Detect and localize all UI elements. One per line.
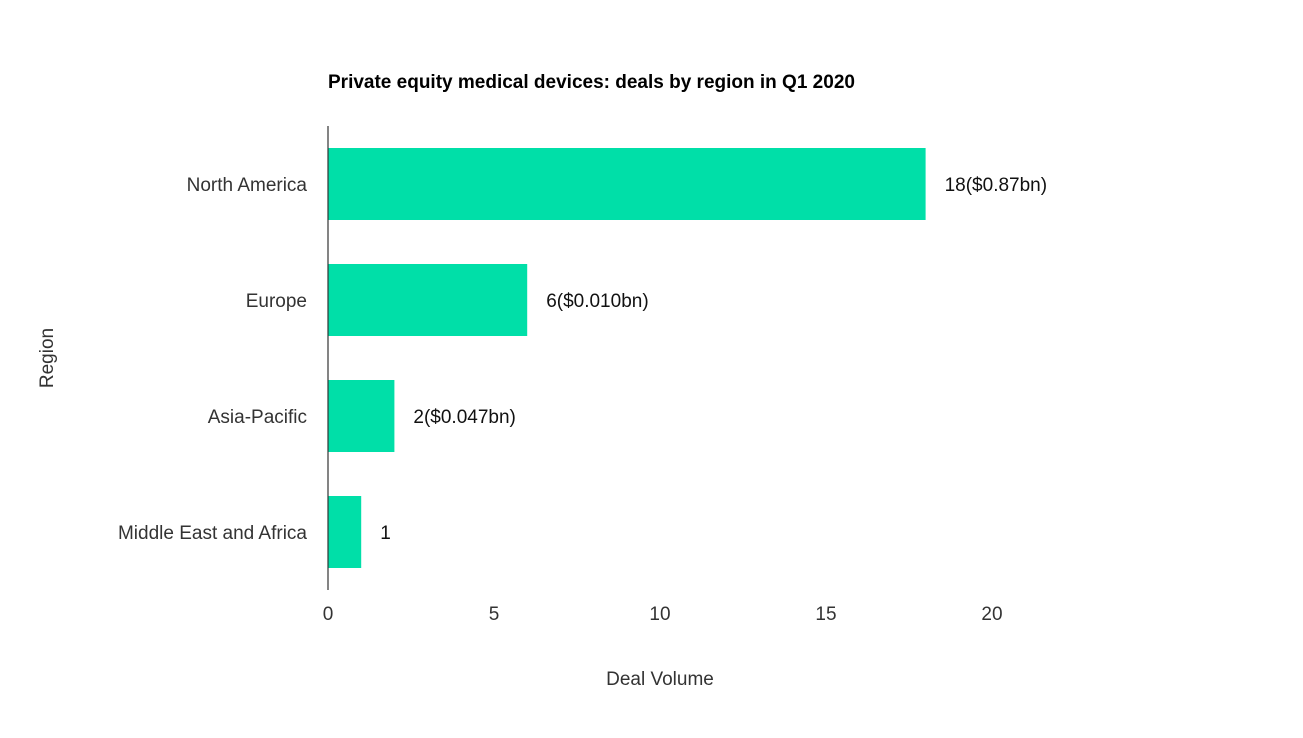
data-labels-group: 18($0.87bn) 6($0.010bn) 2($0.047bn) 1	[380, 175, 1047, 544]
x-tick-label-3: 15	[815, 604, 836, 625]
category-labels-group: North America Europe Asia-Pacific Middle Ea…	[118, 175, 307, 544]
data-label-3: 1	[380, 523, 391, 544]
bars-group	[328, 148, 926, 568]
x-tick-label-4: 20	[981, 604, 1002, 625]
x-axis-title: Deal Volume	[606, 669, 714, 690]
bar-3	[328, 496, 362, 568]
category-label-0: North America	[187, 175, 308, 196]
chart-title: Private equity medical devices: deals by…	[328, 72, 855, 93]
category-label-3: Middle East and Africa	[118, 523, 307, 544]
category-label-1: Europe	[246, 291, 307, 312]
x-tick-label-1: 5	[489, 604, 500, 625]
bar-1	[328, 264, 528, 336]
category-label-2: Asia-Pacific	[208, 407, 307, 428]
data-label-1: 6($0.010bn)	[546, 291, 648, 312]
x-tick-labels-group: 0 5 10 15 20	[323, 604, 1003, 625]
bar-2	[328, 380, 395, 452]
y-axis-title: Region	[37, 328, 58, 388]
data-label-0: 18($0.87bn)	[945, 175, 1047, 196]
bar-0	[328, 148, 926, 220]
x-tick-label-2: 10	[649, 604, 670, 625]
x-tick-label-0: 0	[323, 604, 334, 625]
data-label-2: 2($0.047bn)	[413, 407, 515, 428]
